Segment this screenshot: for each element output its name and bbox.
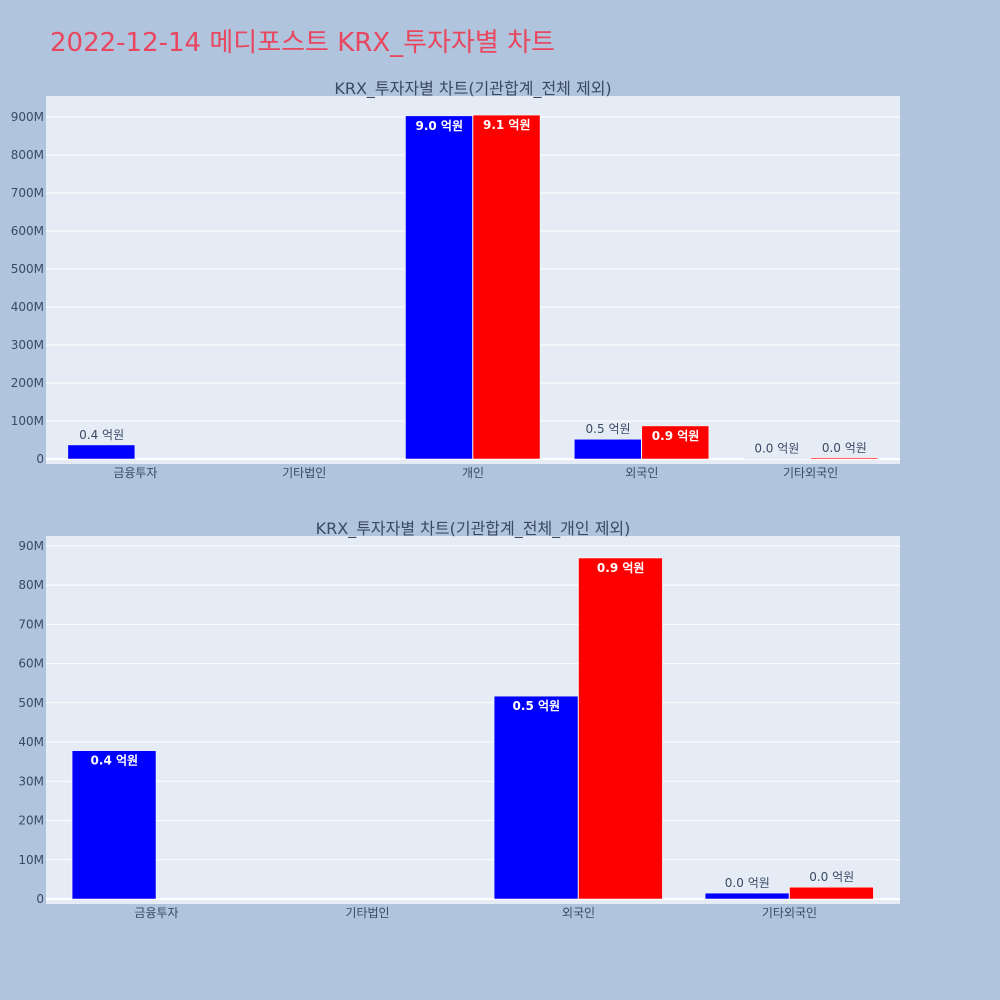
bar: [71, 750, 157, 900]
chart-bottom: KRX_투자자별 차트(기관합계_전체_개인 제외) 0 10M 20M 30M 40M 5…: [18, 519, 900, 920]
y-tick-label: 70M: [18, 617, 44, 631]
data-label: 0.0 억원: [754, 441, 799, 455]
y-tick-label: 700M: [11, 186, 44, 200]
x-tick-label: 외국인: [625, 466, 658, 480]
x-tick-label: 금융투자: [134, 906, 178, 920]
x-tick-label: 기타법인: [282, 466, 326, 480]
bar: [789, 886, 874, 900]
data-label: 9.1 억원: [483, 118, 531, 132]
plot-area: [46, 536, 900, 904]
x-tick-label: 금융투자: [113, 466, 157, 480]
y-tick-label: 0: [36, 892, 44, 906]
bar: [493, 695, 579, 900]
data-label: 0.4 억원: [79, 428, 124, 442]
bar: [67, 444, 136, 460]
bar: [578, 557, 663, 900]
x-tick-label: 기타외국인: [762, 906, 817, 920]
x-tick-label: 외국인: [562, 906, 595, 920]
y-tick-label: 500M: [11, 262, 44, 276]
y-tick-label: 30M: [18, 774, 44, 788]
data-label: 0.0 억원: [725, 876, 770, 890]
y-tick-label: 200M: [11, 376, 44, 390]
y-tick-label: 100M: [11, 414, 44, 428]
y-tick-label: 300M: [11, 338, 44, 352]
bar: [810, 457, 878, 460]
y-tick-label: 600M: [11, 224, 44, 238]
y-tick-label: 40M: [18, 735, 44, 749]
page-title: 2022-12-14 메디포스트 KRX_투자자별 차트: [50, 28, 555, 58]
bar: [742, 458, 811, 460]
data-label: 0.5 억원: [513, 699, 561, 713]
bar: [405, 115, 473, 460]
data-label: 0.0 억원: [809, 870, 854, 884]
y-tick-label: 800M: [11, 148, 44, 162]
data-label: 0.9 억원: [597, 561, 645, 575]
y-tick-label: 10M: [18, 853, 44, 867]
y-tick-label: 60M: [18, 657, 44, 671]
data-label: 0.9 억원: [652, 429, 700, 443]
y-tick-label: 400M: [11, 300, 44, 314]
data-label: 0.5 억원: [586, 422, 631, 436]
chart-title: KRX_투자자별 차트(기관합계_전체 제외): [334, 79, 611, 99]
chart-title: KRX_투자자별 차트(기관합계_전체_개인 제외): [316, 519, 631, 539]
chart-top: KRX_투자자별 차트(기관합계_전체 제외) 0 100M 200M 300M 400M…: [11, 79, 900, 480]
x-tick-label: 기타법인: [345, 906, 389, 920]
bar: [472, 114, 541, 460]
x-tick-label: 기타외국인: [783, 466, 838, 480]
data-label: 0.4 억원: [91, 754, 139, 768]
data-label: 0.0 억원: [822, 441, 867, 455]
y-tick-label: 0: [36, 452, 44, 466]
bar: [641, 425, 710, 460]
bar: [574, 438, 642, 460]
y-tick-label: 20M: [18, 814, 44, 828]
y-tick-label: 900M: [11, 110, 44, 124]
x-tick-label: 개인: [462, 466, 484, 480]
bar: [704, 892, 790, 900]
y-tick-label: 50M: [18, 696, 44, 710]
y-tick-label: 90M: [18, 539, 44, 553]
y-tick-label: 80M: [18, 578, 44, 592]
data-label: 9.0 억원: [415, 119, 463, 133]
